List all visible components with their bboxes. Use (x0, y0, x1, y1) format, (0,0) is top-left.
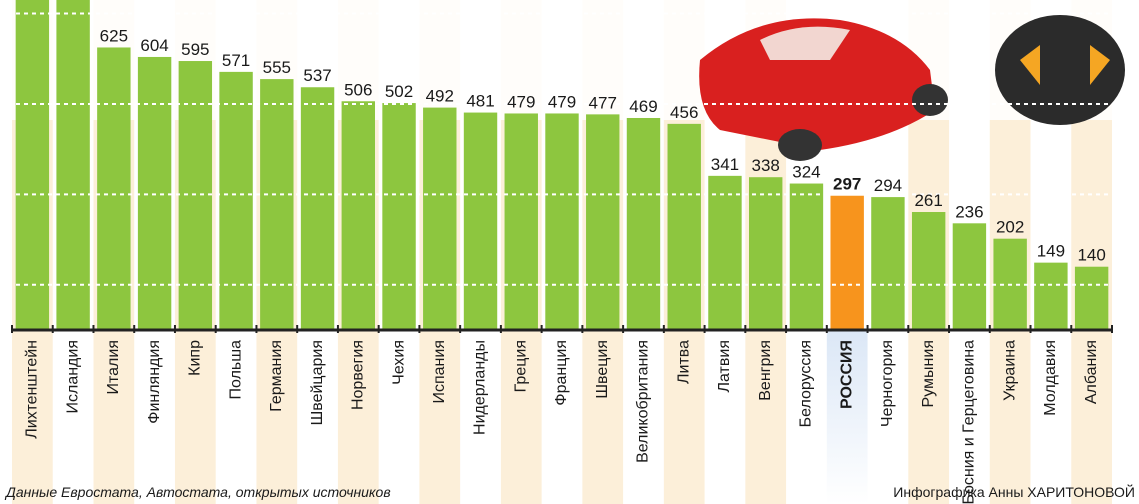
bar (15, 0, 50, 331)
bar (545, 113, 579, 330)
value-label: 469 (629, 97, 657, 116)
credit: Инфографика Анны ХАРИТОНОВОЙ (893, 483, 1135, 500)
x-tick-label: Швейцария (309, 340, 326, 425)
x-tick-label: Нидерланды (472, 340, 489, 435)
x-tick-label: Испания (431, 340, 448, 404)
x-tick-label: Босния и Герцеговина (961, 340, 978, 504)
highlight-column (826, 330, 868, 504)
bar (952, 223, 987, 330)
bar (178, 61, 213, 330)
x-tick-label: Италия (105, 340, 122, 394)
x-tick-label: Финляндия (146, 340, 163, 424)
bar (97, 47, 131, 330)
bar (382, 103, 416, 330)
value-label: 625 (100, 26, 128, 45)
x-tick-label: Греция (512, 340, 529, 392)
bar (300, 87, 335, 330)
value-label: 297 (833, 175, 861, 194)
value-label: 502 (385, 82, 413, 101)
bar (260, 79, 294, 330)
x-tick-label: Латвия (716, 340, 733, 392)
value-label: 481 (466, 92, 494, 111)
value-label: 202 (996, 218, 1024, 237)
x-tick-label: Румыния (920, 340, 937, 407)
bar (219, 71, 253, 330)
bar (1074, 266, 1109, 330)
x-tick-label: Германия (268, 340, 285, 412)
value-label: 555 (263, 58, 291, 77)
bar (463, 112, 498, 330)
value-label: 456 (670, 103, 698, 122)
value-label: 140 (1077, 246, 1105, 265)
x-tick-label: Черногория (879, 340, 896, 427)
bar (56, 0, 90, 331)
x-tick-label: Венгрия (757, 340, 774, 401)
value-label: 479 (507, 92, 535, 111)
bar (830, 195, 864, 330)
x-tick-label: Молдавия (1042, 340, 1059, 416)
x-tick-label: Украина (1001, 340, 1018, 401)
x-tick-label: Албания (1083, 340, 1100, 404)
value-label: 604 (140, 36, 168, 55)
value-label: 571 (222, 51, 250, 70)
x-tick-label: Лихтенштейн (24, 340, 41, 439)
bar (1034, 262, 1068, 330)
bar (708, 175, 742, 330)
value-label: 477 (589, 93, 617, 112)
value-label: 479 (548, 92, 576, 111)
x-tick-label: Швеция (594, 340, 611, 399)
value-label: 492 (426, 87, 454, 106)
value-label: 506 (344, 80, 372, 99)
value-label: 595 (181, 40, 209, 59)
x-tick-label: Польша (227, 340, 244, 400)
value-label: 236 (955, 202, 983, 221)
x-tick-label: Кипр (187, 340, 204, 376)
bar (911, 212, 946, 330)
car-illustration (699, 15, 1125, 161)
bar (504, 113, 538, 330)
x-tick-label: Исландия (64, 340, 81, 414)
x-tick-label: Великобритания (635, 340, 652, 463)
value-label: 324 (792, 163, 820, 182)
value-label: 537 (303, 66, 331, 85)
x-tick-label: Франция (553, 340, 570, 406)
bar (586, 114, 620, 330)
value-label: 261 (914, 191, 942, 210)
bar (423, 107, 457, 330)
value-label: 149 (1037, 242, 1065, 261)
source-note: Данные Евростата, Автостата, открытых ис… (4, 484, 391, 500)
x-tick-label: Норвегия (350, 340, 367, 410)
x-tick-label: Белоруссия (798, 340, 815, 427)
bar (341, 101, 375, 330)
bar (667, 123, 701, 331)
x-tick-label: Литва (675, 340, 692, 384)
bar (871, 197, 905, 330)
x-tick-label: РОССИЯ (838, 340, 855, 409)
bar (626, 117, 661, 330)
value-label: 294 (874, 176, 902, 195)
x-tick-label: Чехия (390, 340, 407, 385)
value-label: 341 (711, 155, 739, 174)
bar (749, 177, 783, 330)
bar (789, 183, 824, 330)
value-label: 338 (752, 156, 780, 175)
